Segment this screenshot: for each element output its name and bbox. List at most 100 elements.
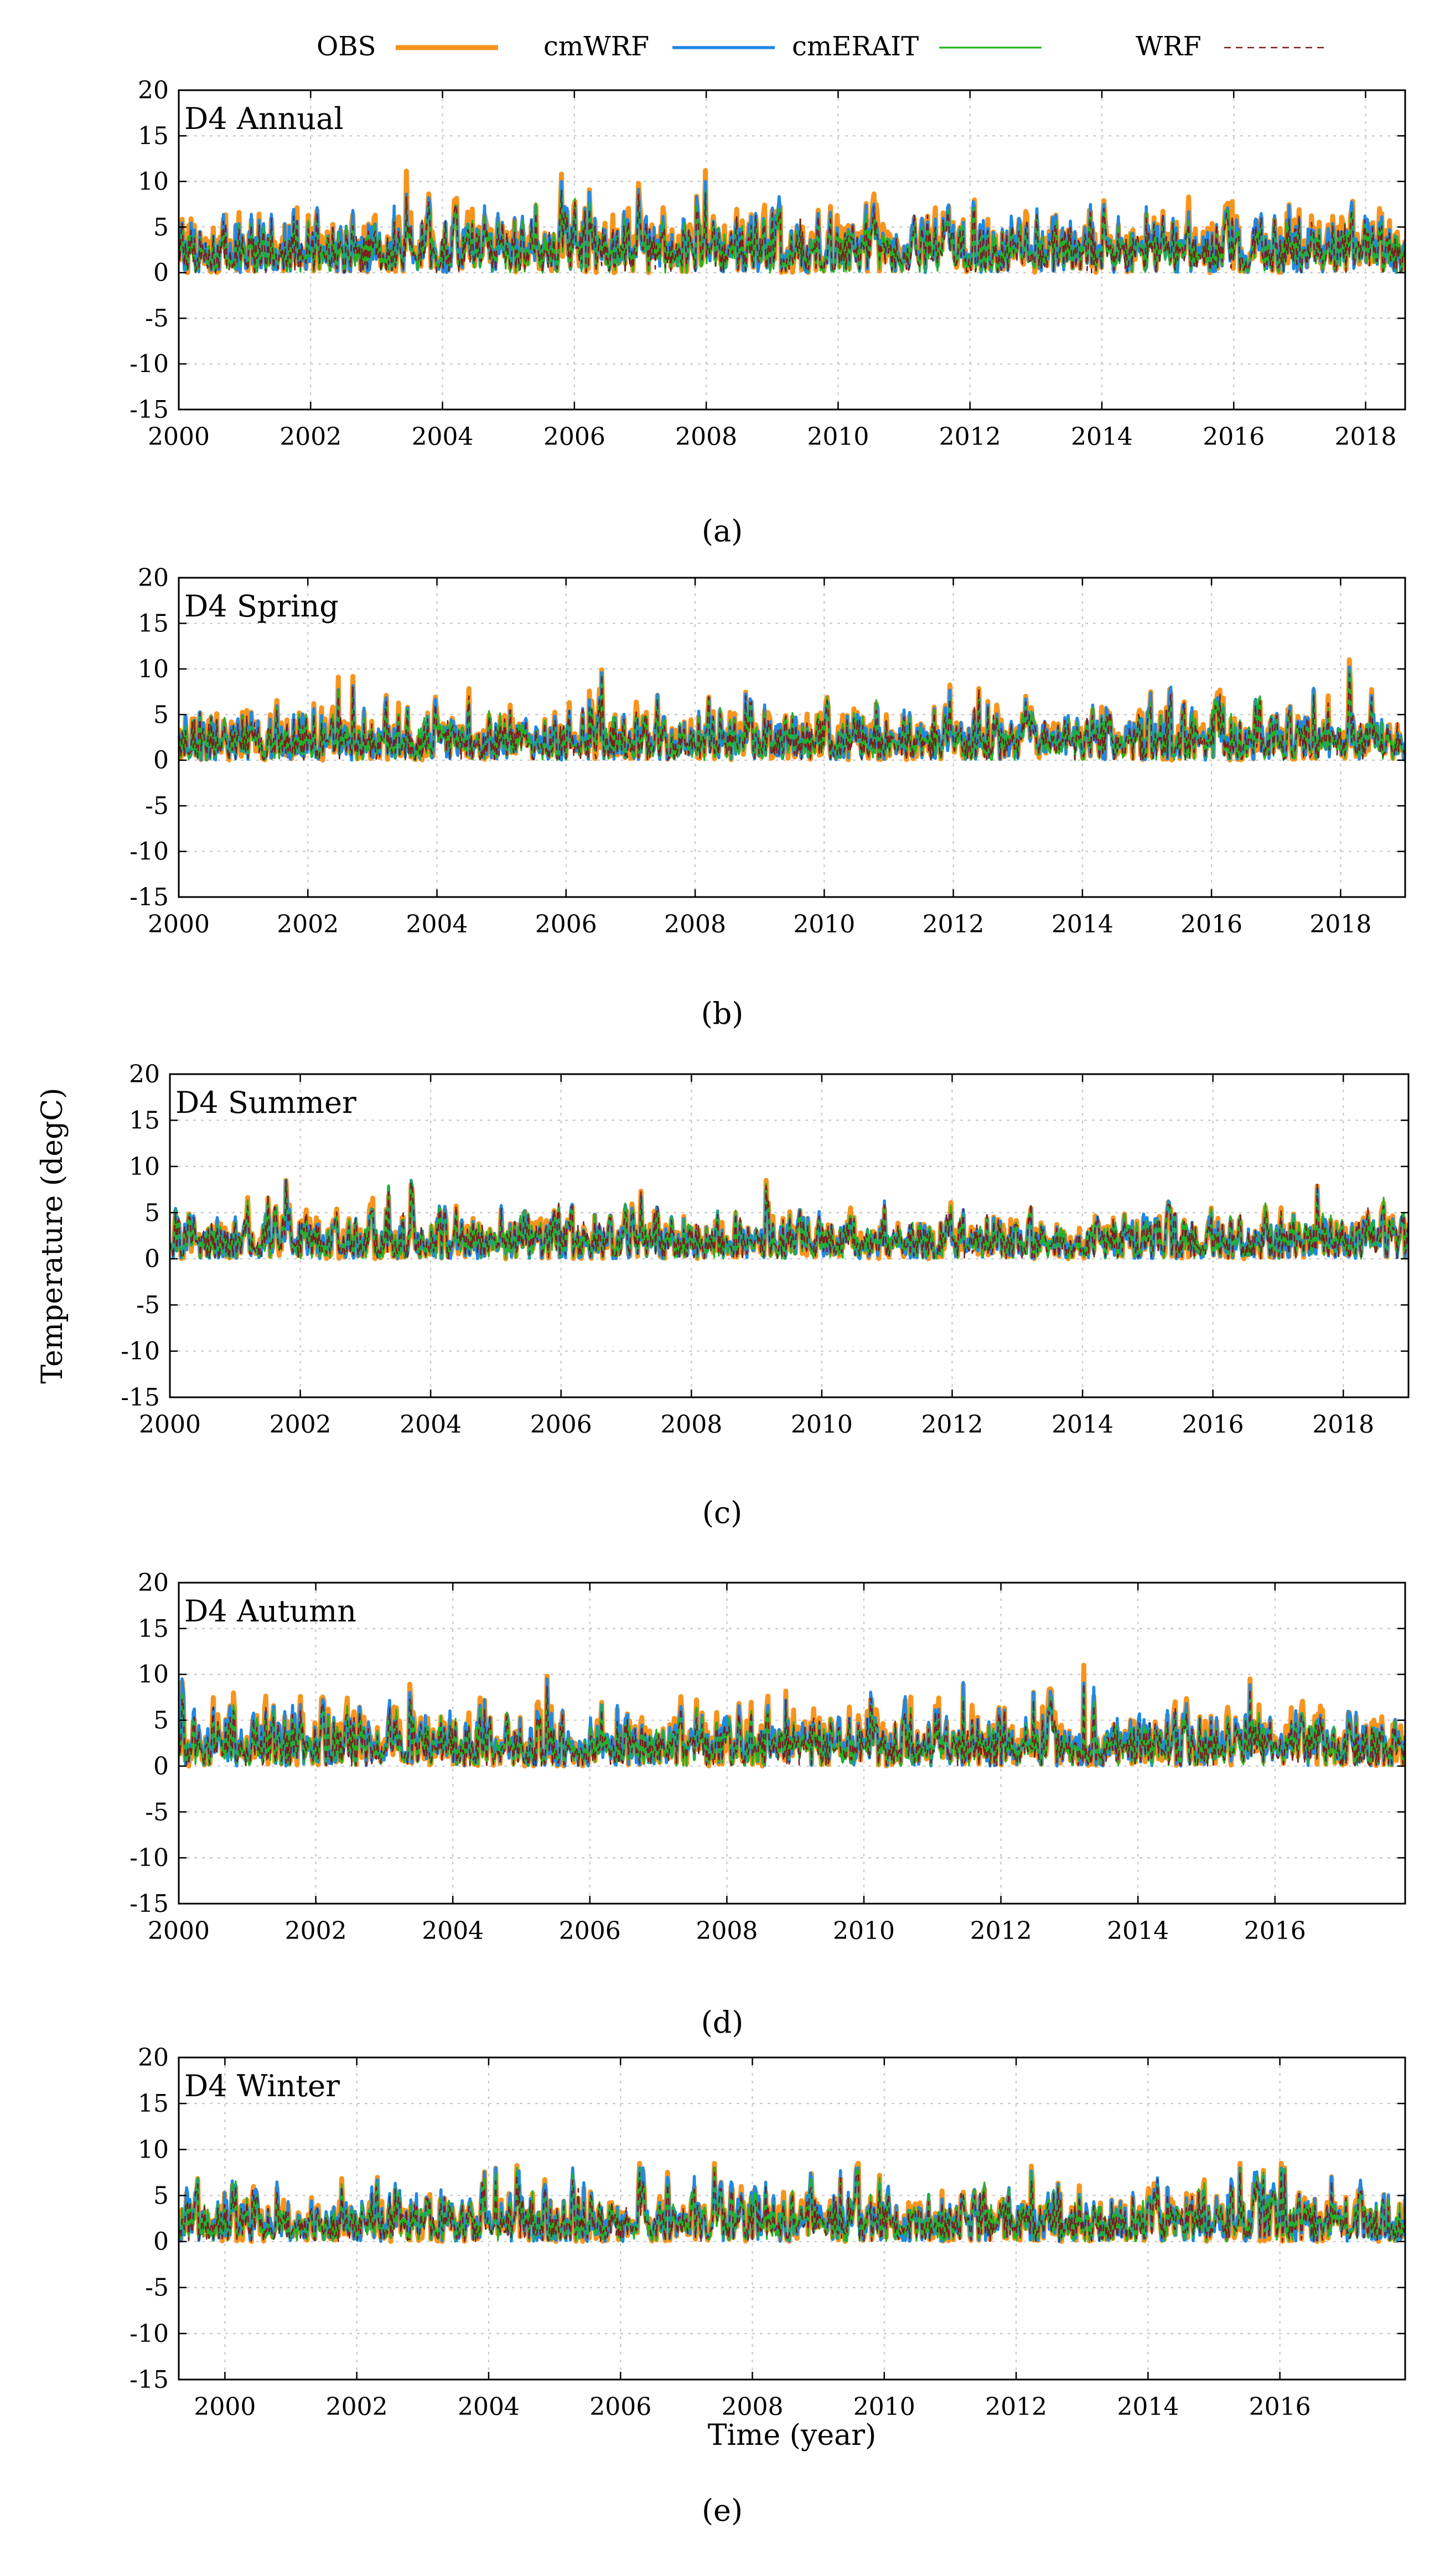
legend-label: OBS	[317, 31, 376, 62]
x-tick-label: 2006	[559, 1917, 621, 1945]
x-tick-label: 2006	[589, 2393, 651, 2421]
y-tick-label: 5	[153, 1707, 169, 1735]
x-tick-label: 2008	[722, 2393, 784, 2421]
legend-label: cmWRF	[543, 31, 649, 62]
x-tick-label: 2010	[853, 2393, 915, 2421]
x-tick-label: 2012	[985, 2393, 1047, 2421]
y-tick-label: -15	[130, 1890, 169, 1918]
y-tick-label: 10	[138, 1661, 169, 1689]
x-tick-label: 2016	[1244, 1917, 1306, 1945]
y-tick-label: 0	[144, 1245, 160, 1273]
y-tick-label: -15	[130, 883, 169, 911]
legend-label: WRF	[1136, 31, 1201, 62]
y-tick-label: -5	[136, 1291, 160, 1319]
panel-label: (e)	[702, 2493, 743, 2528]
y-tick-label: 0	[153, 1752, 169, 1780]
x-tick-label: 2012	[970, 1917, 1032, 1945]
y-tick-label: 20	[138, 76, 169, 105]
chart-panel: -15 -10 -5 0 5 10 15 20 2000 2002 2004 2006 2008 2010…	[130, 1569, 1406, 2040]
chart-title: D4 Autumn	[184, 1594, 356, 1629]
y-tick-label: 10	[138, 2136, 169, 2164]
y-tick-label: -10	[130, 838, 169, 866]
x-tick-label: 2006	[535, 910, 597, 939]
x-tick-label: 2012	[921, 1411, 983, 1439]
y-tick-label: -15	[121, 1383, 160, 1412]
legend-item: cmWRF	[543, 31, 775, 62]
legend-label: cmERAIT	[792, 31, 919, 62]
x-tick-label: 2002	[277, 910, 339, 939]
x-tick-label: 2004	[412, 423, 474, 451]
y-tick-label: -10	[130, 350, 169, 379]
y-tick-label: 0	[153, 2228, 169, 2256]
panel-label: (a)	[702, 514, 743, 548]
y-tick-label: 15	[138, 122, 169, 150]
y-tick-label: -10	[130, 1844, 169, 1872]
y-tick-label: -5	[145, 2274, 169, 2302]
y-tick-label: 15	[129, 1106, 160, 1134]
x-tick-label: 2004	[406, 910, 468, 939]
x-tick-label: 2000	[148, 1917, 210, 1945]
x-tick-label: 2014	[1052, 910, 1113, 939]
x-tick-label: 2018	[1335, 423, 1397, 451]
chart-title: D4 Annual	[184, 101, 344, 136]
chart-title: D4 Winter	[184, 2069, 340, 2103]
x-tick-label: 2016	[1249, 2393, 1311, 2421]
y-tick-label: 10	[129, 1153, 160, 1181]
legend: OBS cmWRF cmERAIT WRF	[317, 31, 1327, 62]
x-tick-label: 2010	[807, 423, 869, 451]
plot-frame	[178, 577, 1406, 898]
x-tick-label: 2014	[1117, 2393, 1179, 2421]
series-line	[170, 1179, 1408, 1260]
x-tick-label: 2004	[422, 1917, 484, 1945]
x-tick-label: 2006	[530, 1411, 592, 1439]
y-tick-label: 10	[138, 168, 169, 196]
x-tick-label: 2004	[458, 2393, 520, 2421]
x-tick-label: 2016	[1182, 1411, 1244, 1439]
chart-title: D4 Spring	[184, 589, 339, 624]
x-tick-label: 2000	[139, 1411, 201, 1439]
y-tick-label: 0	[153, 259, 169, 287]
y-tick-label: 20	[138, 2044, 169, 2072]
y-tick-label: 20	[129, 1060, 160, 1089]
plot-frame	[178, 1582, 1406, 1905]
y-tick-label: 5	[153, 2181, 169, 2210]
y-axis-label: Temperature (degC)	[36, 1088, 69, 1384]
x-tick-label: 2002	[285, 1917, 347, 1945]
x-tick-label: 2010	[833, 1917, 895, 1945]
y-tick-label: -5	[145, 304, 169, 333]
y-tick-label: -15	[130, 396, 169, 424]
y-tick-label: 0	[153, 747, 169, 775]
x-tick-label: 2016	[1180, 910, 1242, 939]
x-tick-label: 2004	[400, 1411, 462, 1439]
series-line	[179, 2171, 1405, 2242]
x-tick-label: 2006	[543, 423, 605, 451]
series-line	[179, 1683, 1405, 1767]
x-tick-label: 2014	[1052, 1411, 1113, 1439]
x-tick-label: 2010	[791, 1411, 853, 1439]
x-tick-label: 2014	[1071, 423, 1133, 451]
plot-frame	[169, 1073, 1410, 1398]
chart-panel: -15 -10 -5 0 5 10 15 20 2000 2002 2004 2006 2008 2010…	[121, 1060, 1410, 1530]
plot-frame	[178, 2056, 1406, 2381]
x-tick-label: 2002	[270, 1411, 332, 1439]
y-tick-label: 20	[138, 1569, 169, 1597]
y-tick-label: 15	[138, 1615, 169, 1643]
x-tick-label: 2000	[194, 2393, 256, 2421]
legend-item: cmERAIT	[792, 31, 1042, 62]
y-tick-label: -5	[145, 792, 169, 820]
panel-label: (c)	[702, 1495, 742, 1530]
y-tick-label: 15	[138, 2090, 169, 2118]
x-tick-label: 2014	[1107, 1917, 1169, 1945]
y-tick-label: 15	[138, 609, 169, 637]
y-tick-label: 5	[153, 701, 169, 729]
x-axis-label: Time (year)	[708, 2419, 877, 2452]
y-tick-label: -15	[130, 2366, 169, 2394]
x-tick-label: 2008	[675, 423, 737, 451]
x-tick-label: 2000	[148, 910, 210, 939]
x-tick-label: 2008	[664, 910, 726, 939]
series-line	[179, 672, 1405, 761]
x-tick-label: 2010	[793, 910, 855, 939]
x-tick-label: 2016	[1203, 423, 1265, 451]
legend-item: OBS	[317, 31, 498, 62]
